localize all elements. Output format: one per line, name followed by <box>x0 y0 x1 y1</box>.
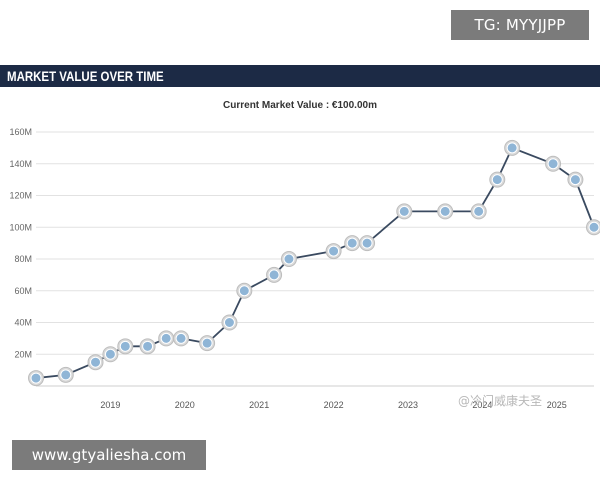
market-value-chart: 20M 40M 60M 80M 100M 120M 140M 160M 2019 2020 2021… <box>9 127 600 410</box>
data-point-crest <box>60 369 72 381</box>
data-point-crest <box>175 332 187 344</box>
chart-title: MARKET VALUE OVER TIME <box>7 68 164 84</box>
chart-header: MARKET VALUE OVER TIME <box>0 65 600 87</box>
data-point-crest <box>346 237 358 249</box>
data-point-crest <box>506 142 518 154</box>
data-point-crest <box>439 205 451 217</box>
data-point-crest <box>491 174 503 186</box>
y-tick-label: 20M <box>14 349 32 359</box>
x-tick-label: 2020 <box>175 400 195 410</box>
y-tick-label: 120M <box>9 191 32 201</box>
y-tick-label: 60M <box>14 286 32 296</box>
y-tick-label: 80M <box>14 254 32 264</box>
data-point-crest <box>473 205 485 217</box>
data-point-crest <box>90 356 102 368</box>
data-point-crest <box>104 348 116 360</box>
watermark-bottom: www.gtyaliesha.com <box>12 440 206 470</box>
current-market-value: Current Market Value : €100.00m <box>223 100 377 111</box>
watermark-weibo: @冷门威康夫圣 <box>458 394 543 408</box>
data-point-crest <box>588 221 600 233</box>
watermark-top: TG: MYYJJPP <box>451 10 589 40</box>
data-point-crest <box>160 332 172 344</box>
x-tick-label: 2025 <box>547 400 567 410</box>
x-tick-label: 2022 <box>324 400 344 410</box>
data-point-crest <box>547 158 559 170</box>
x-tick-label: 2024 <box>472 400 492 410</box>
x-tick-label: 2023 <box>398 400 418 410</box>
data-point-crest <box>268 269 280 281</box>
y-tick-label: 160M <box>9 127 32 137</box>
data-point-crest <box>201 337 213 349</box>
y-tick-label: 140M <box>9 159 32 169</box>
x-tick-label: 2019 <box>100 400 120 410</box>
data-point-crest <box>238 285 250 297</box>
data-point-crest <box>223 317 235 328</box>
y-tick-label: 40M <box>14 318 32 328</box>
data-point-crest <box>328 245 340 257</box>
data-point-crest <box>398 205 410 217</box>
data-point-crest <box>361 237 373 249</box>
data-point-crest <box>30 372 42 384</box>
data-point-crest <box>119 340 131 352</box>
y-tick-label: 100M <box>9 222 32 232</box>
data-point-crest <box>283 253 295 265</box>
x-tick-label: 2021 <box>249 400 269 410</box>
data-point-crest <box>142 340 154 352</box>
data-point-crest <box>569 174 581 186</box>
